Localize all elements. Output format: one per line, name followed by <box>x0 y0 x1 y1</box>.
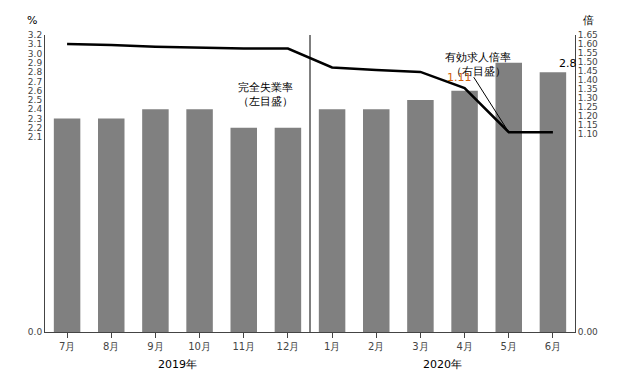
svg-text:2020年: 2020年 <box>423 358 462 371</box>
svg-text:1.10: 1.10 <box>578 129 598 139</box>
svg-text:1.20: 1.20 <box>578 111 598 121</box>
svg-text:3.0: 3.0 <box>28 49 43 59</box>
svg-text:11月: 11月 <box>232 341 255 352</box>
svg-text:1.65: 1.65 <box>578 30 598 40</box>
svg-text:1月: 1月 <box>324 341 340 352</box>
svg-text:0.00: 0.00 <box>578 327 598 337</box>
svg-text:有効求人倍率（右目盛）: 有効求人倍率（右目盛） <box>445 51 511 78</box>
svg-text:2.2: 2.2 <box>28 123 42 133</box>
svg-text:1.55: 1.55 <box>578 48 598 58</box>
svg-text:1.45: 1.45 <box>578 66 598 76</box>
svg-text:2.9: 2.9 <box>28 58 43 68</box>
svg-text:2.7: 2.7 <box>28 77 42 87</box>
svg-text:6月: 6月 <box>545 341 561 352</box>
svg-text:5月: 5月 <box>501 341 517 352</box>
svg-text:3.2: 3.2 <box>28 30 42 40</box>
svg-text:1.50: 1.50 <box>578 57 598 67</box>
svg-text:1.40: 1.40 <box>578 75 598 85</box>
svg-text:2.3: 2.3 <box>28 114 42 124</box>
svg-text:完全失業率（左目盛）: 完全失業率（左目盛） <box>238 81 293 108</box>
svg-text:%: % <box>27 14 37 27</box>
svg-text:1.25: 1.25 <box>578 102 598 112</box>
svg-text:2.6: 2.6 <box>28 86 43 96</box>
svg-text:1.60: 1.60 <box>578 39 598 49</box>
svg-text:10月: 10月 <box>188 341 211 352</box>
svg-text:3月: 3月 <box>412 341 428 352</box>
svg-text:1.11: 1.11 <box>447 71 472 84</box>
svg-text:9月: 9月 <box>147 341 163 352</box>
svg-text:2月: 2月 <box>368 341 384 352</box>
svg-text:2019年: 2019年 <box>158 358 197 371</box>
svg-text:2.4: 2.4 <box>28 104 43 114</box>
svg-text:3.1: 3.1 <box>28 39 42 49</box>
svg-text:2.8: 2.8 <box>28 67 43 77</box>
svg-text:0.0: 0.0 <box>28 327 43 337</box>
svg-text:2.5: 2.5 <box>28 95 42 105</box>
svg-text:1.35: 1.35 <box>578 84 598 94</box>
svg-text:1.30: 1.30 <box>578 93 598 103</box>
svg-text:倍: 倍 <box>583 14 594 27</box>
svg-text:7月: 7月 <box>59 341 75 352</box>
svg-text:2.1: 2.1 <box>28 132 42 142</box>
svg-text:2.8: 2.8 <box>559 57 577 70</box>
svg-text:12月: 12月 <box>277 341 300 352</box>
svg-text:4月: 4月 <box>456 341 472 352</box>
svg-text:8月: 8月 <box>103 341 119 352</box>
svg-text:1.15: 1.15 <box>578 120 598 130</box>
